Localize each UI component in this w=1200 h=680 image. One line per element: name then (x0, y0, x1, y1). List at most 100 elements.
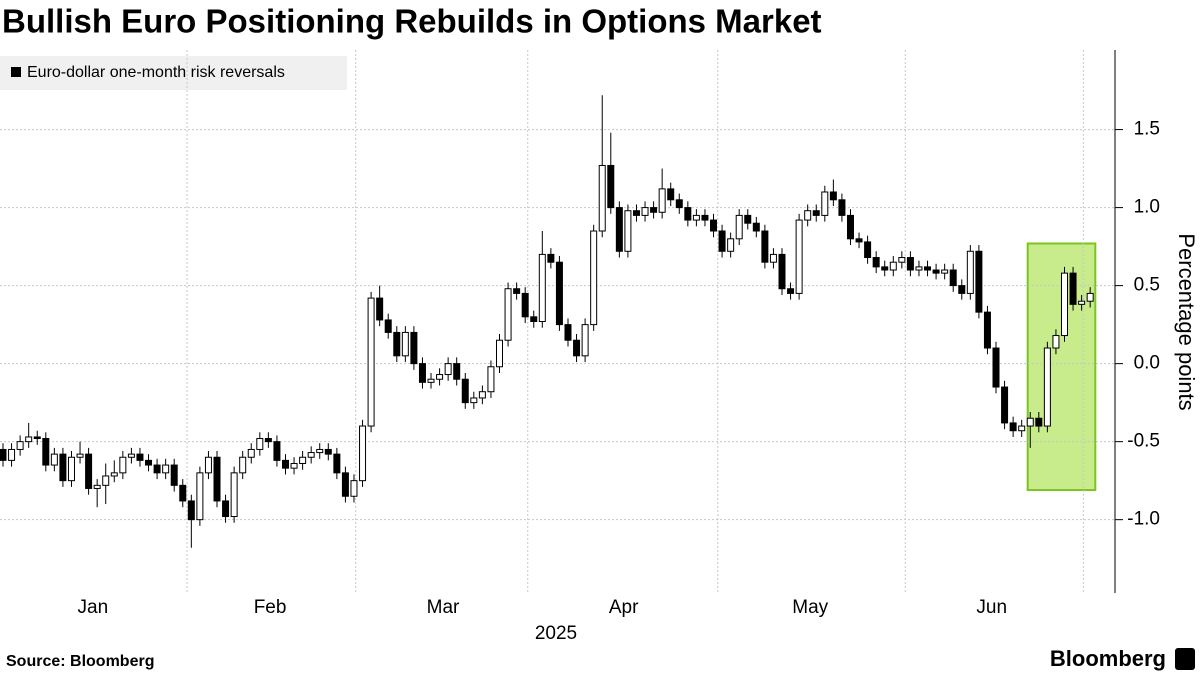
candle-body (864, 241, 872, 259)
candle-body (564, 324, 572, 341)
chart-title: Bullish Euro Positioning Rebuilds in Opt… (2, 3, 822, 40)
candle-body (145, 459, 153, 466)
candle-body (1001, 386, 1009, 424)
x-tick-label: Feb (254, 597, 287, 618)
candle-body (761, 230, 769, 263)
candle-body (256, 438, 264, 450)
candle-body (8, 448, 16, 461)
candle-body (924, 266, 932, 271)
candle-body (50, 453, 58, 466)
candle-body (102, 475, 110, 486)
candle-body (136, 453, 144, 461)
candle-body (513, 288, 521, 294)
candle-body (42, 438, 50, 466)
candle-body (350, 480, 358, 497)
candle-body (453, 363, 461, 380)
candle-body (778, 253, 786, 290)
candle-body (196, 472, 204, 521)
candle-body (855, 238, 863, 243)
candle-body (187, 500, 195, 521)
x-tick-label: May (792, 597, 828, 618)
candle-body (213, 456, 221, 502)
candle-body (487, 366, 495, 393)
candle-body (941, 269, 949, 274)
brand: Bloomberg (1050, 646, 1166, 671)
candle-body (170, 464, 178, 486)
candle-body (598, 164, 606, 232)
candle-body (1086, 292, 1094, 302)
candle-body (153, 464, 161, 474)
candle-body (76, 453, 84, 458)
candle-body (752, 222, 760, 232)
candle-body (829, 191, 837, 201)
legend-label: Euro-dollar one-month risk reversals (27, 64, 285, 81)
candle-body (324, 448, 332, 455)
candle-body (239, 456, 247, 474)
candle-body (333, 453, 341, 474)
candle-body (264, 438, 272, 443)
x-tick-label: Mar (427, 597, 460, 618)
candle-body (581, 324, 589, 357)
candle-body (316, 448, 324, 454)
candle-body (162, 464, 170, 474)
candle-body (872, 257, 880, 268)
candle-body (470, 397, 478, 404)
candle-body (341, 472, 349, 497)
candle-body (735, 214, 743, 240)
candle-body (889, 261, 897, 271)
candle-body (0, 448, 7, 461)
candle-body (401, 331, 409, 357)
candle-body (684, 207, 692, 221)
candle-body (299, 456, 307, 464)
candle-body (359, 425, 367, 482)
candle-body (641, 207, 649, 216)
candle-body (444, 363, 452, 376)
candle-body (179, 484, 187, 502)
candle-body (384, 319, 392, 333)
candle-body (812, 210, 820, 216)
candle-body (16, 441, 24, 450)
candle-body (1009, 422, 1017, 432)
candle-body (230, 472, 238, 518)
candle-body (769, 253, 777, 263)
candle-body (530, 316, 538, 323)
candle-body (898, 257, 906, 263)
candle-body (795, 219, 803, 294)
candle-body (983, 311, 991, 349)
candle-body (966, 250, 974, 294)
candle-body (93, 484, 101, 489)
candle-body (906, 257, 914, 271)
candle-body (915, 266, 923, 271)
candle-body (692, 214, 700, 221)
candle-body (436, 374, 444, 380)
candle-body (881, 266, 889, 271)
candle-body (787, 288, 795, 294)
candle-body (1026, 417, 1034, 427)
candle-body (307, 452, 315, 458)
candle-body (1018, 425, 1026, 432)
y-tick-label: 1.0 (1134, 197, 1160, 218)
candle-body (958, 285, 966, 294)
candle-body (992, 347, 1000, 388)
candle-body (273, 441, 281, 461)
candle-body (85, 453, 93, 489)
candle-body (204, 456, 212, 474)
y-tick-label: 0.5 (1134, 275, 1160, 296)
candle-body (461, 378, 469, 404)
brand-icon (1175, 648, 1195, 670)
y-tick-label: -0.5 (1127, 431, 1160, 452)
candle-body (573, 339, 581, 357)
candle-body (632, 210, 640, 216)
candle-body (222, 500, 230, 518)
candle-body (547, 253, 555, 263)
candle-body (975, 250, 983, 313)
candle-body (675, 199, 683, 209)
candle-body (427, 378, 435, 383)
candle-body (521, 292, 529, 318)
candle-body (1052, 335, 1060, 349)
candle-body (33, 436, 41, 440)
candle-body (846, 214, 854, 240)
candle-body (367, 297, 375, 427)
candle-body (393, 331, 401, 357)
candle-body (418, 363, 426, 383)
